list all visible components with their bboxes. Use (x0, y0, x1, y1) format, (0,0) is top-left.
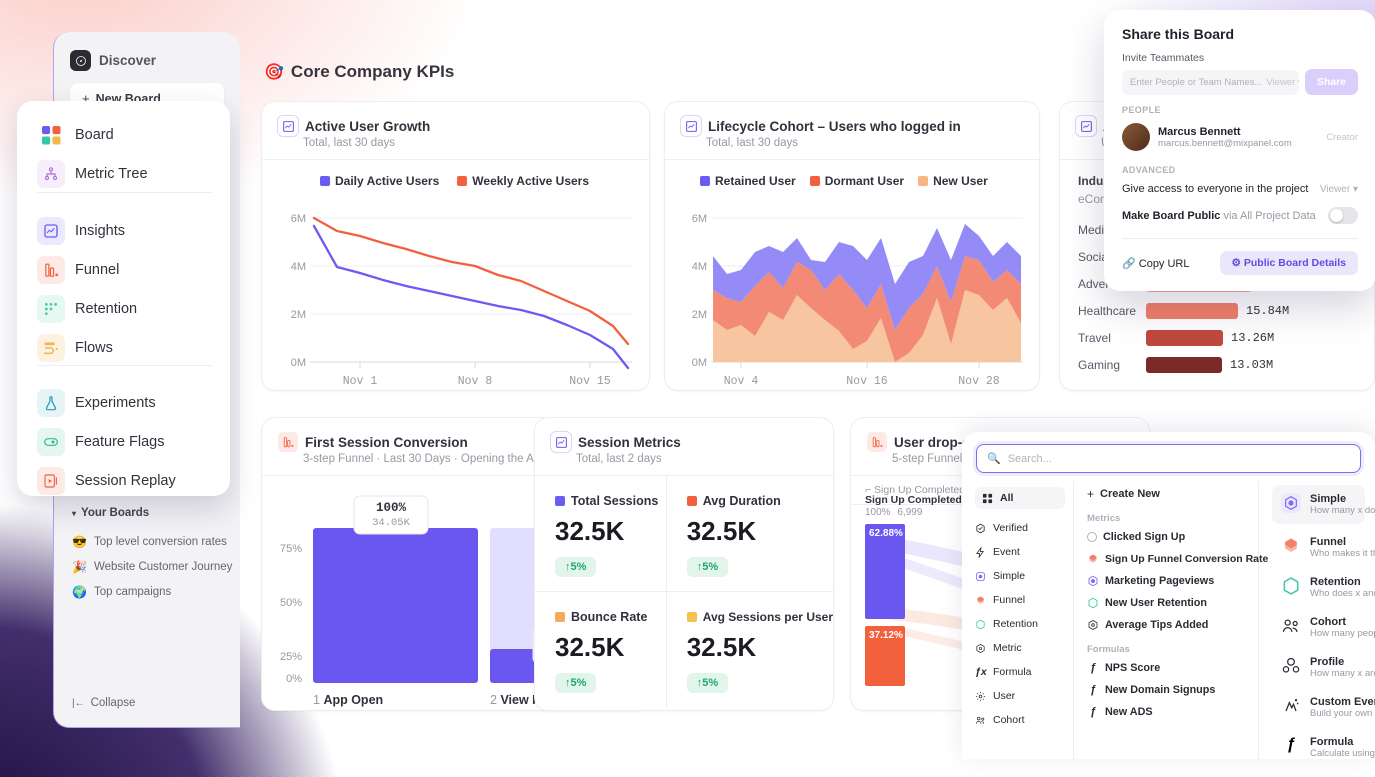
svg-text:Nov 4: Nov 4 (724, 375, 759, 388)
svg-text:25%: 25% (280, 651, 302, 663)
svg-text:34.05K: 34.05K (372, 517, 411, 529)
svg-text:Nov 8: Nov 8 (458, 375, 493, 388)
svg-text:100%: 100% (376, 501, 407, 515)
svg-text:0M: 0M (692, 357, 707, 369)
svg-text:0%: 0% (286, 673, 302, 685)
svg-text:0M: 0M (291, 357, 306, 369)
svg-text:Nov 16: Nov 16 (846, 375, 888, 388)
svg-text:2M: 2M (692, 309, 707, 321)
svg-text:75%: 75% (280, 543, 302, 555)
svg-text:4M: 4M (291, 261, 306, 273)
svg-text:4M: 4M (692, 261, 707, 273)
svg-text:Nov 28: Nov 28 (958, 375, 1000, 388)
svg-text:Nov 1: Nov 1 (343, 375, 378, 388)
svg-text:50%: 50% (280, 597, 302, 609)
svg-text:6M: 6M (692, 213, 707, 225)
svg-text:Nov 15: Nov 15 (569, 375, 611, 388)
svg-text:2M: 2M (291, 309, 306, 321)
svg-text:6M: 6M (291, 213, 306, 225)
svg-text:1 App Open: 1 App Open (313, 693, 383, 707)
